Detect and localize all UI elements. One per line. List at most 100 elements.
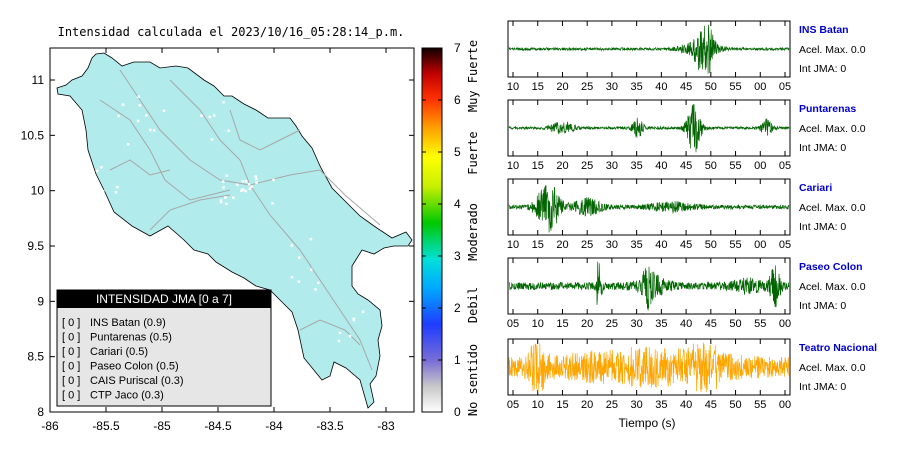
- colorbar-tick-label: 5: [454, 145, 461, 159]
- waveform-tick-label: 15: [532, 81, 544, 93]
- colorbar-level-labels: Muy Fuerte Fuerte Moderado Debil No sentido: [466, 40, 480, 416]
- legend-item-name: CAIS Puriscal (0.3): [90, 375, 184, 387]
- waveform-tick-label: 25: [606, 318, 618, 330]
- town-marker: [272, 178, 275, 182]
- town-marker: [101, 189, 105, 193]
- waveform-trace: [508, 342, 790, 393]
- town-marker: [314, 288, 317, 291]
- map-title: Intensidad calculada el 2023/10/16_05:28…: [58, 25, 405, 39]
- waveform-tick-label: 05: [507, 399, 519, 411]
- waveform-tick-label: 05: [507, 318, 519, 330]
- legend-item-level: [ 0 ]: [62, 361, 80, 373]
- time-axis-label: Tiempo (s): [619, 416, 676, 430]
- waveform-trace: [508, 24, 790, 74]
- legend-item-name: Paseo Colon (0.5): [90, 361, 179, 373]
- acel-max-label: Acel. Max. 0.0: [799, 44, 866, 56]
- town-marker: [255, 177, 258, 181]
- town-marker: [271, 202, 274, 205]
- town-markers: [95, 95, 365, 343]
- waveform-tick-label: 30: [606, 81, 618, 93]
- waveform-tick-label: 10: [507, 81, 519, 93]
- waveform-tick-label: 30: [631, 399, 643, 411]
- town-marker: [225, 174, 229, 177]
- station-name: Paseo Colon: [799, 261, 863, 273]
- waveform-tick-label: 00: [754, 81, 766, 93]
- waveform-tick-label: 20: [556, 160, 568, 172]
- waveform-tick-label: 20: [556, 81, 568, 93]
- road: [99, 99, 231, 201]
- waveform-tick-label: 15: [556, 399, 568, 411]
- waveform-tick-label: 00: [779, 399, 791, 411]
- road: [169, 79, 251, 186]
- waveform-tick-label: 10: [532, 318, 544, 330]
- waveform-tick-label: 25: [581, 160, 593, 172]
- waveform-tick-label: 40: [655, 160, 667, 172]
- map-x-tick-label: -83: [377, 419, 395, 433]
- colorbar-level-label: No sentido: [466, 344, 480, 416]
- waveform-tick-label: 50: [705, 239, 717, 251]
- waveform-tick-label: 30: [631, 318, 643, 330]
- waveform-trace: [508, 185, 790, 233]
- waveform-tick-label: 55: [729, 81, 741, 93]
- map-x-tick-label: -85: [153, 419, 171, 433]
- waveform-tick-label: 15: [532, 160, 544, 172]
- colorbar-level-label: Fuerte: [466, 131, 480, 174]
- legend-box: [56, 289, 272, 407]
- int-jma-label: Int JMA: 0: [799, 300, 846, 312]
- town-marker: [145, 114, 148, 117]
- waveform-tick-label: 40: [680, 318, 692, 330]
- waveform-tick-label: 35: [631, 239, 643, 251]
- acel-max-label: Acel. Max. 0.0: [799, 362, 866, 374]
- station-name: Cariari: [799, 182, 832, 194]
- waveform-tick-label: 55: [729, 239, 741, 251]
- town-marker: [248, 187, 252, 191]
- waveform-tick-label: 35: [631, 81, 643, 93]
- station-name: INS Batan: [799, 24, 849, 36]
- waveform-tick-label: 30: [606, 160, 618, 172]
- waveform-tick-label: 35: [655, 318, 667, 330]
- map-x-axis: -86 -85.5 -85 -84.5 -84 -83.5 -83: [41, 48, 395, 433]
- waveform-tick-label: 50: [705, 160, 717, 172]
- town-marker: [100, 166, 103, 169]
- map-x-tick-label: -86: [41, 419, 59, 433]
- town-marker: [337, 339, 341, 343]
- waveform-tick-label: 55: [754, 399, 766, 411]
- town-marker: [236, 183, 239, 186]
- waveform-tick-label: 20: [581, 399, 593, 411]
- legend-header-bg: [57, 290, 271, 308]
- legend-item-level: [ 0 ]: [62, 375, 80, 387]
- intensity-legend: INTENSIDAD JMA [0 a 7] [ 0 ] INS Batan (0…: [56, 289, 272, 407]
- waveform-tick-label: 35: [655, 399, 667, 411]
- colorbar-tick-label: 6: [454, 93, 461, 107]
- waveform-tick-label: 20: [581, 318, 593, 330]
- waveform-tick-label: 45: [705, 318, 717, 330]
- waveform-tick-label: 50: [729, 318, 741, 330]
- waveform-tick-label: 00: [754, 160, 766, 172]
- colorbar-ticks: 7 6 5 4 3 2 1 0: [422, 41, 461, 419]
- town-marker: [240, 189, 243, 192]
- road: [249, 184, 373, 371]
- town-marker: [348, 334, 352, 338]
- town-marker: [126, 143, 130, 146]
- town-marker: [200, 114, 203, 117]
- map-frame: [49, 47, 415, 413]
- waveform-tick-label: 40: [680, 399, 692, 411]
- waveform-tick-label: 55: [729, 160, 741, 172]
- town-marker: [352, 318, 356, 322]
- waveform-tick-label: 40: [655, 239, 667, 251]
- town-marker: [219, 199, 223, 202]
- town-marker: [297, 280, 301, 283]
- waveform-panel: 05 10 15 20 25 30 35 40 45 50 55 00 Paseo Colon Acel.…: [507, 257, 866, 330]
- waveform-panel: 10 15 20 25 30 35 40 45 50 55 00 05 Cariari Acel. Max…: [507, 178, 866, 251]
- town-marker: [136, 119, 140, 123]
- town-marker: [255, 181, 258, 184]
- town-marker: [338, 331, 342, 335]
- waveform-tick-label: 10: [507, 239, 519, 251]
- waveform-tick-label: 45: [680, 81, 692, 93]
- town-marker: [309, 268, 313, 271]
- legend-item-name: Puntarenas (0.5): [90, 332, 172, 344]
- map-y-tick-label: 10: [31, 184, 45, 198]
- town-marker: [241, 188, 245, 191]
- waveform-tick-label: 00: [754, 239, 766, 251]
- station-name: Teatro Nacional: [799, 342, 877, 354]
